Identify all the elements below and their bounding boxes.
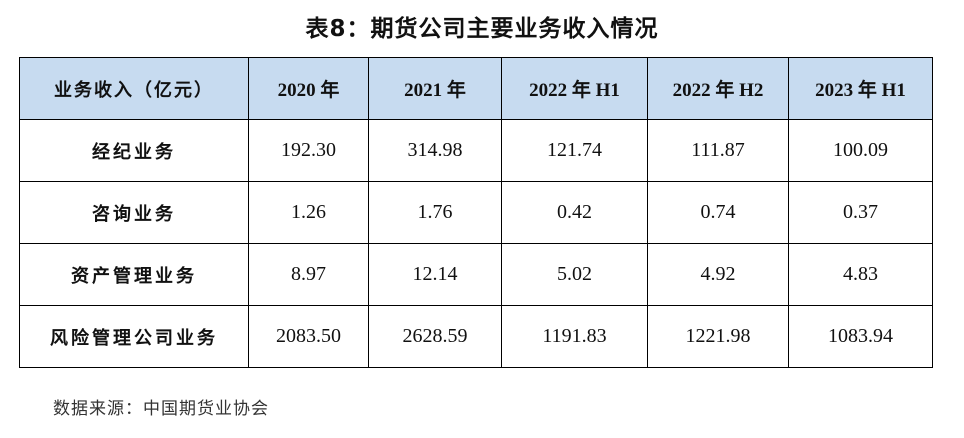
table-cell: 0.74 <box>647 181 789 244</box>
table-cell: 1.26 <box>248 181 369 244</box>
table-cell: 2628.59 <box>368 305 502 368</box>
table-cell: 2083.50 <box>248 305 369 368</box>
table-row: 资产管理业务 8.97 12.14 5.02 4.92 4.83 <box>19 243 933 306</box>
revenue-table: 业务收入（亿元） 2020 年 2021 年 2022 年 H1 2022 年 … <box>19 57 933 368</box>
table-cell: 5.02 <box>501 243 648 306</box>
table-cell: 100.09 <box>788 119 933 182</box>
table-cell: 1083.94 <box>788 305 933 368</box>
source-note: 数据来源：中国期货业协会 <box>53 399 269 419</box>
table-row: 风险管理公司业务 2083.50 2628.59 1191.83 1221.98… <box>19 305 933 368</box>
header-category: 业务收入（亿元） <box>19 57 249 120</box>
row-label: 经纪业务 <box>19 119 249 182</box>
row-label: 咨询业务 <box>19 181 249 244</box>
header-2023-h1: 2023 年 H1 <box>788 57 933 120</box>
table-cell: 1.76 <box>368 181 502 244</box>
table-row: 经纪业务 192.30 314.98 121.74 111.87 100.09 <box>19 119 933 182</box>
table-row: 咨询业务 1.26 1.76 0.42 0.74 0.37 <box>19 181 933 244</box>
table-cell: 0.37 <box>788 181 933 244</box>
table-cell: 4.92 <box>647 243 789 306</box>
table-cell: 192.30 <box>248 119 369 182</box>
table-cell: 12.14 <box>368 243 502 306</box>
table-cell: 314.98 <box>368 119 502 182</box>
header-2022-h2: 2022 年 H2 <box>647 57 789 120</box>
table-cell: 1191.83 <box>501 305 648 368</box>
table-cell: 0.42 <box>501 181 648 244</box>
table-cell: 1221.98 <box>647 305 789 368</box>
header-2021: 2021 年 <box>368 57 502 120</box>
table-cell: 8.97 <box>248 243 369 306</box>
row-label: 风险管理公司业务 <box>19 305 249 368</box>
table-cell: 121.74 <box>501 119 648 182</box>
table-cell: 111.87 <box>647 119 789 182</box>
header-2020: 2020 年 <box>248 57 369 120</box>
table-cell: 4.83 <box>788 243 933 306</box>
table-title: 表8：期货公司主要业务收入情况 <box>305 16 659 42</box>
table-header-row: 业务收入（亿元） 2020 年 2021 年 2022 年 H1 2022 年 … <box>19 57 933 120</box>
row-label: 资产管理业务 <box>19 243 249 306</box>
header-2022-h1: 2022 年 H1 <box>501 57 648 120</box>
